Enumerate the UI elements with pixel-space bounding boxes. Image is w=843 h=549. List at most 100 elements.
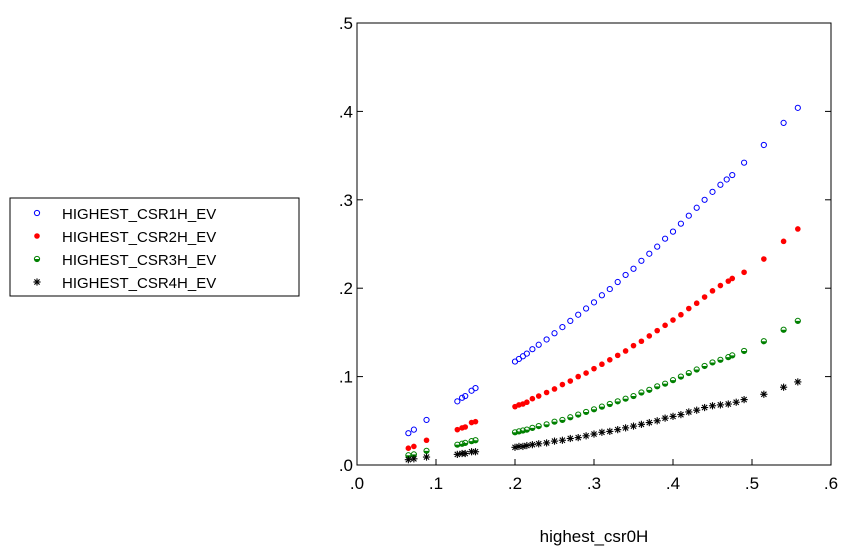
- data-point: [741, 159, 748, 166]
- data-point: [638, 338, 645, 345]
- data-point: [760, 141, 767, 149]
- data-point: [529, 346, 536, 353]
- y-tick-label: .1: [339, 368, 353, 387]
- data-point: [454, 398, 461, 405]
- data-point: [653, 417, 661, 425]
- data-point: [645, 418, 653, 427]
- data-point: [529, 395, 536, 402]
- data-point: [693, 204, 700, 211]
- legend-item: HIGHEST_CSR4H_EV: [33, 275, 216, 292]
- data-point: [543, 421, 550, 428]
- data-point: [543, 439, 551, 447]
- legend-label: HIGHEST_CSR2H_EV: [62, 229, 216, 246]
- data-point: [678, 311, 684, 318]
- data-point: [654, 327, 660, 334]
- data-point: [606, 400, 613, 408]
- data-point: [614, 426, 622, 434]
- data-point: [614, 352, 621, 359]
- data-point: [780, 119, 787, 126]
- data-point: [686, 305, 692, 312]
- data-point: [741, 269, 747, 276]
- data-point: [677, 220, 685, 227]
- data-point: [741, 347, 748, 355]
- x-tick-label: .1: [429, 474, 443, 493]
- data-point: [453, 450, 461, 458]
- x-tick-label: .5: [745, 474, 759, 493]
- data-point: [590, 430, 598, 438]
- legend-item: HIGHEST_CSR1H_EV: [33, 206, 216, 223]
- data-point: [654, 383, 661, 390]
- data-point: [404, 456, 412, 464]
- data-point: [709, 188, 716, 195]
- data-point: [630, 342, 637, 349]
- data-point: [472, 384, 479, 392]
- x-tick-label: .4: [666, 474, 680, 493]
- data-point: [551, 386, 558, 392]
- data-points: [404, 104, 802, 464]
- data-point: [622, 424, 630, 432]
- data-point: [454, 426, 461, 433]
- data-point: [693, 366, 700, 373]
- data-point: [780, 383, 788, 391]
- legend-label: HIGHEST_CSR1H_EV: [62, 206, 216, 223]
- data-point: [543, 336, 550, 343]
- data-point: [794, 378, 802, 386]
- y-tick-label: .2: [339, 279, 353, 298]
- data-point: [558, 436, 566, 444]
- data-point: [740, 395, 748, 404]
- data-point: [599, 361, 605, 368]
- data-point: [630, 265, 637, 272]
- data-point: [760, 390, 768, 398]
- data-point: [654, 243, 661, 250]
- data-point: [677, 373, 685, 380]
- legend-item: HIGHEST_CSR2H_EV: [34, 229, 216, 246]
- data-point: [629, 422, 638, 430]
- series-1: [405, 104, 801, 437]
- data-point: [550, 437, 559, 445]
- legend-marker: [33, 278, 41, 286]
- data-point: [598, 403, 606, 410]
- data-point: [708, 402, 717, 410]
- x-tick-label: .3: [587, 474, 601, 493]
- legend-marker: [34, 233, 40, 239]
- data-point: [794, 317, 801, 325]
- data-point: [598, 428, 606, 436]
- data-point: [575, 411, 582, 418]
- legend-label: HIGHEST_CSR4H_EV: [62, 275, 216, 292]
- data-point: [566, 434, 574, 443]
- data-point: [567, 317, 574, 325]
- data-point: [590, 406, 598, 413]
- data-point: [662, 322, 668, 329]
- data-point: [462, 439, 469, 446]
- data-point: [717, 282, 724, 289]
- data-point: [528, 441, 536, 449]
- data-point: [646, 250, 653, 257]
- data-point: [795, 226, 801, 232]
- legend-box: [9, 197, 300, 297]
- data-point: [559, 416, 566, 424]
- data-point: [669, 377, 677, 384]
- series-2: [405, 226, 801, 452]
- data-point: [723, 176, 730, 183]
- data-point: [693, 300, 700, 307]
- data-point: [622, 271, 629, 279]
- data-point: [575, 373, 581, 380]
- plot-area: .0 .1 .2 .3 .4 .5 .6 .0 .1 .2 .3 .4 .5: [339, 14, 838, 493]
- x-axis-title: highest_csr0H: [540, 527, 649, 546]
- x-tick-label: .6: [824, 474, 838, 493]
- data-point: [591, 365, 597, 372]
- data-point: [622, 395, 629, 402]
- data-point: [567, 414, 574, 421]
- legend-marker: [33, 209, 41, 217]
- data-point: [551, 418, 558, 425]
- legend-marker: [33, 255, 41, 263]
- data-point: [606, 285, 613, 293]
- data-point: [729, 171, 736, 179]
- data-point: [761, 256, 767, 262]
- data-point: [471, 448, 480, 456]
- series-4: [404, 378, 802, 464]
- data-point: [462, 424, 469, 430]
- data-point: [461, 449, 469, 458]
- data-point: [717, 356, 724, 363]
